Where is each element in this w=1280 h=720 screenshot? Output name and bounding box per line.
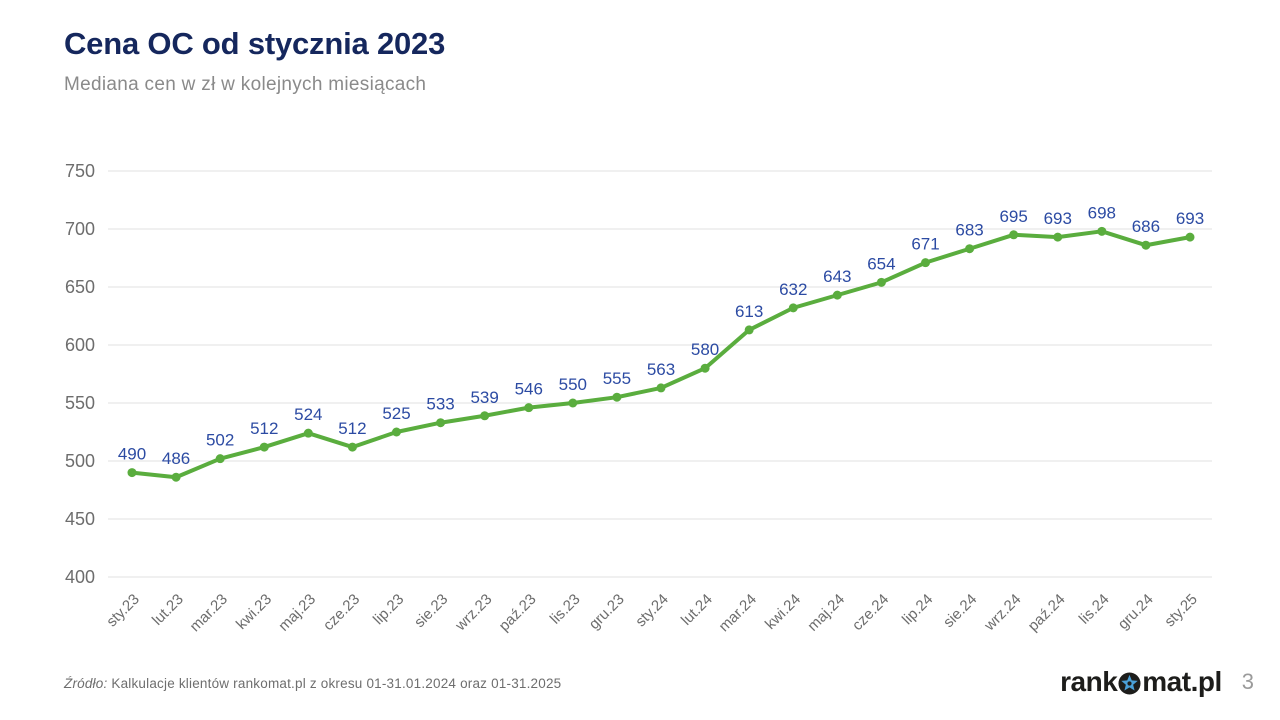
data-point	[876, 277, 886, 287]
data-point-label: 550	[559, 375, 587, 394]
data-point-label: 539	[470, 388, 498, 407]
y-axis-label: 450	[65, 509, 95, 529]
x-axis-label: kwi.23	[233, 591, 275, 633]
x-axis-label: cze.24	[849, 591, 892, 634]
x-axis-label: sie.24	[940, 591, 980, 631]
x-axis-label: paź.23	[496, 591, 540, 635]
data-point	[921, 258, 930, 268]
x-axis-label: lip.24	[899, 591, 936, 628]
data-point-label: 524	[294, 405, 322, 424]
x-axis-label: cze.23	[320, 591, 363, 634]
data-point-label: 486	[162, 449, 190, 468]
data-point-label: 563	[647, 360, 675, 379]
data-point-label: 632	[779, 280, 807, 299]
x-axis-label: lis.24	[1076, 591, 1113, 628]
data-point-label: 512	[338, 419, 366, 438]
data-point-label: 671	[911, 235, 939, 254]
x-axis-label: lut.24	[678, 591, 716, 629]
x-axis-label: maj.23	[275, 591, 319, 635]
data-point	[215, 454, 225, 464]
data-point-label: 686	[1132, 217, 1160, 236]
data-point	[303, 428, 313, 438]
data-point-label: 533	[426, 395, 454, 414]
data-point-label: 693	[1044, 209, 1072, 228]
logo-text-right: mat.pl	[1142, 666, 1222, 697]
data-point	[832, 290, 842, 300]
data-point	[1009, 230, 1019, 240]
data-point	[1185, 232, 1195, 242]
x-axis-label: mar.24	[716, 591, 760, 635]
x-axis-label: paź.24	[1025, 591, 1069, 635]
y-axis-label: 700	[65, 219, 95, 239]
rankomat-logo: rank mat.pl	[1060, 666, 1222, 698]
source-label: Źródło:	[64, 676, 108, 691]
data-point	[480, 411, 490, 421]
y-axis-label: 400	[65, 567, 95, 587]
data-point-label: 643	[823, 267, 851, 286]
data-point-label: 490	[118, 445, 146, 464]
source-note: Źródło: Kalkulacje klientów rankomat.pl …	[64, 676, 561, 691]
x-axis-label: lis.23	[547, 591, 584, 628]
data-point-label: 502	[206, 431, 234, 450]
line-series	[130, 229, 1192, 480]
data-point	[965, 244, 975, 254]
data-point	[1053, 232, 1063, 242]
source-text: Kalkulacje klientów rankomat.pl z okresu…	[111, 676, 562, 691]
data-point-label: 546	[515, 380, 543, 399]
logo-star-icon	[1118, 671, 1141, 695]
x-axis-label: sty.24	[632, 591, 672, 631]
y-axis-label: 750	[65, 161, 95, 181]
x-axis-label: gru.24	[1115, 591, 1157, 633]
data-point-label: 613	[735, 302, 763, 321]
data-point	[700, 363, 710, 373]
data-point	[436, 418, 446, 428]
data-point	[347, 442, 357, 452]
data-point	[524, 403, 534, 413]
data-point-label: 512	[250, 419, 278, 438]
x-axis-label: gru.23	[586, 591, 628, 633]
x-axis-label: sie.23	[411, 591, 451, 631]
data-point-label: 525	[382, 404, 410, 423]
page-number: 3	[1241, 669, 1254, 694]
data-point	[171, 472, 181, 482]
data-point	[1097, 226, 1107, 236]
data-point	[744, 325, 754, 335]
data-point	[788, 303, 798, 313]
x-axis-label: lip.23	[370, 591, 407, 628]
data-point	[656, 383, 666, 393]
data-point	[612, 392, 622, 402]
x-axis-label: kwi.24	[762, 591, 804, 633]
x-axis-label: sty.25	[1161, 591, 1201, 631]
logo-text-left: rank	[1060, 666, 1118, 697]
data-point	[568, 398, 578, 408]
x-axis-label: lut.23	[149, 591, 187, 629]
data-point	[392, 427, 401, 437]
y-axis-label: 600	[65, 335, 95, 355]
data-point-label: 698	[1088, 203, 1116, 222]
data-point-label: 555	[603, 369, 631, 388]
data-point-label: 580	[691, 340, 719, 359]
chart-subtitle: Mediana cen w zł w kolejnych miesiącach	[64, 74, 427, 95]
x-axis-label: sty.23	[103, 591, 143, 631]
chart-title: Cena OC od stycznia 2023	[64, 26, 446, 61]
y-axis-label: 650	[65, 277, 95, 297]
data-point-label: 693	[1176, 209, 1204, 228]
data-point	[127, 468, 137, 478]
data-point-label: 695	[999, 207, 1027, 226]
x-axis-label: wrz.24	[981, 591, 1025, 635]
x-axis-label: maj.24	[804, 591, 848, 635]
x-axis-label: mar.23	[187, 591, 231, 635]
x-axis-label: wrz.23	[452, 591, 496, 635]
data-point-label: 683	[955, 221, 983, 240]
y-axis-label: 500	[65, 451, 95, 471]
data-point-label: 654	[867, 254, 895, 273]
footer-right: rank mat.pl 3	[1060, 666, 1254, 698]
data-point	[259, 442, 269, 452]
data-point	[1141, 240, 1151, 250]
y-axis-label: 550	[65, 393, 95, 413]
